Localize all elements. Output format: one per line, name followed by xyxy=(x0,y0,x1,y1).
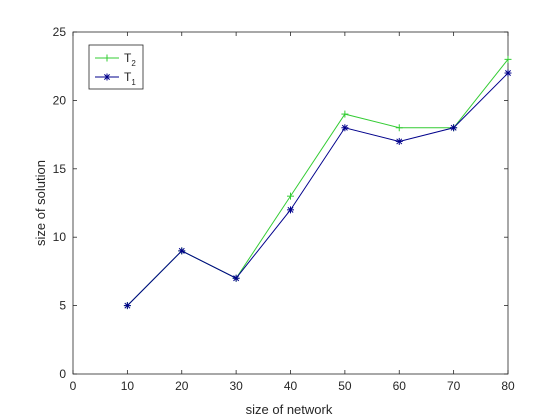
y-tick-label: 15 xyxy=(53,162,67,176)
x-tick-label: 20 xyxy=(175,379,189,393)
legend-label-subscript: 1 xyxy=(131,78,136,87)
plot-frame xyxy=(72,31,509,375)
ticks-layer: 0 10 20 30 40 50 60 70 80 0 5 10 15 20 25 xyxy=(53,25,515,393)
y-tick-label: 0 xyxy=(59,367,66,381)
y-tick-label: 20 xyxy=(53,93,67,107)
data-point-T1 xyxy=(341,124,349,132)
y-tick-label: 5 xyxy=(59,299,66,313)
data-point-T2 xyxy=(341,110,349,118)
data-point-T1 xyxy=(123,302,131,310)
plot-area xyxy=(72,31,509,375)
data-point-T2 xyxy=(287,192,294,200)
x-tick-label: 10 xyxy=(121,379,135,393)
x-tick-label: 0 xyxy=(70,379,77,393)
series-layer xyxy=(123,55,512,310)
y-tick-label: 25 xyxy=(53,25,67,39)
data-point-T1 xyxy=(504,69,512,77)
x-tick-label: 60 xyxy=(393,379,407,393)
x-tick-label: 30 xyxy=(229,379,243,393)
legend-label: T2 xyxy=(124,51,136,68)
legend-item: T2 xyxy=(95,51,136,68)
data-point-T1 xyxy=(178,247,186,255)
x-tick-label: 70 xyxy=(447,379,461,393)
y-axis-label: size of solution xyxy=(33,160,48,246)
x-tick-label: 40 xyxy=(284,379,298,393)
x-tick-label: 80 xyxy=(501,379,515,393)
data-point-T1 xyxy=(287,206,294,214)
y-tick-label: 10 xyxy=(53,230,67,244)
legend-marker xyxy=(103,73,111,81)
data-point-T1 xyxy=(395,137,403,145)
legend-label-text: T xyxy=(124,51,132,65)
legend-marker xyxy=(103,54,111,62)
data-point-T1 xyxy=(232,274,240,282)
legend-label-subscript: 2 xyxy=(131,59,136,68)
data-point-T1 xyxy=(450,124,458,132)
legend-box xyxy=(88,44,144,90)
legend-item: T1 xyxy=(95,70,136,87)
data-point-T2 xyxy=(504,55,512,63)
series-line-T1 xyxy=(127,72,509,306)
x-tick-label: 50 xyxy=(338,379,352,393)
data-point-T2 xyxy=(395,124,403,132)
legend-label-text: T xyxy=(124,70,132,84)
legend-label: T1 xyxy=(124,70,136,87)
x-axis-label: size of network xyxy=(246,402,333,417)
